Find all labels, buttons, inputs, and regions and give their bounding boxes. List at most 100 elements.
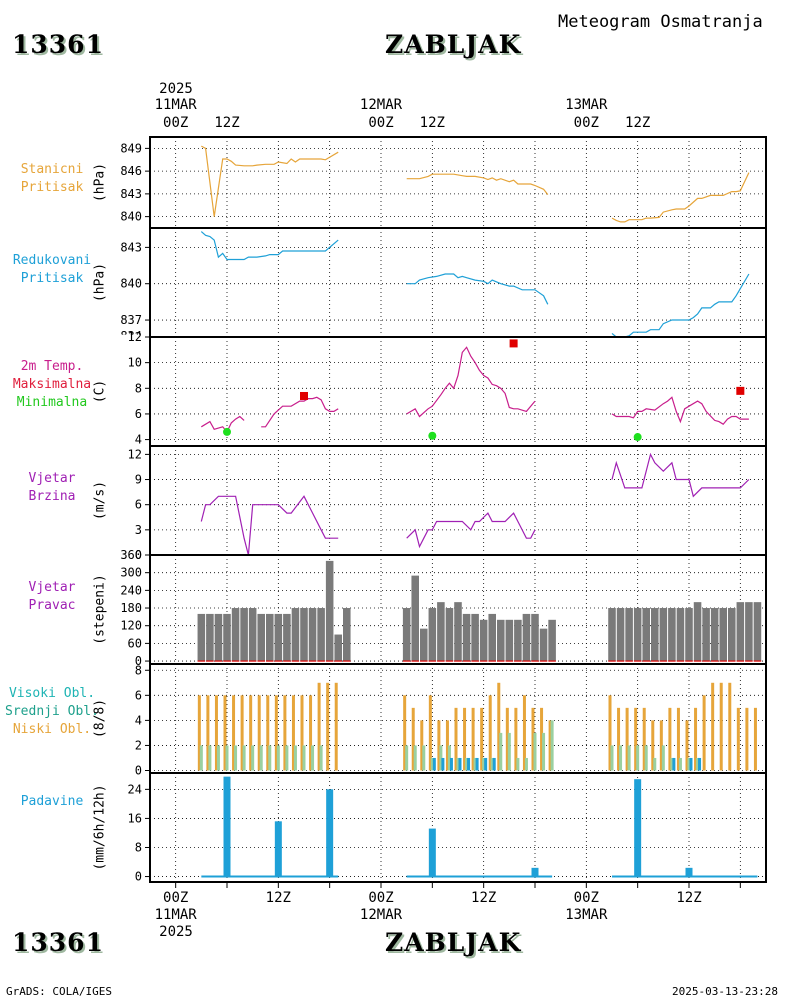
wind-direction-bar xyxy=(642,608,650,662)
cloud-bar xyxy=(276,745,280,771)
y-tick-label: 840 xyxy=(120,210,142,224)
cloud-bar xyxy=(471,707,475,771)
cloud-bar xyxy=(672,757,676,771)
cloud-bar xyxy=(531,707,535,771)
panel-frame-station-pressure xyxy=(149,136,767,229)
panel-label-temperature: 2m Temp. xyxy=(21,359,84,374)
y-tick-label: 8 xyxy=(135,840,142,854)
cloud-bar xyxy=(642,707,646,771)
cloud-bar xyxy=(550,720,554,771)
cloud-bar xyxy=(437,720,441,771)
cloud-bar xyxy=(403,695,407,771)
wind-direction-bar xyxy=(317,608,325,662)
cloud-bar xyxy=(405,745,409,771)
cloud-bar xyxy=(499,732,503,771)
cloud-bar xyxy=(661,745,665,771)
y-tick-label: 9 xyxy=(135,473,142,487)
cloud-bar xyxy=(698,757,702,771)
wind-direction-bar xyxy=(685,608,693,662)
cloud-bar xyxy=(465,757,469,771)
cloud-bar xyxy=(291,695,295,771)
cloud-bar xyxy=(634,707,638,771)
cloud-bar xyxy=(197,695,201,771)
wind-direction-bar xyxy=(625,608,633,662)
cloud-bar xyxy=(216,745,220,771)
cloud-bar xyxy=(745,707,749,771)
cloud-bar xyxy=(454,707,458,771)
cloud-bar xyxy=(687,757,691,771)
cloud-bar xyxy=(505,707,509,771)
wind-direction-bar xyxy=(462,613,471,662)
station-name-top: ZABLJAK xyxy=(385,30,522,59)
cloud-bar xyxy=(214,695,218,771)
unit-label-wind-direction: (stepeni) xyxy=(93,574,108,644)
wind-direction-bar xyxy=(651,608,659,662)
y-tick-label: 8 xyxy=(135,381,142,395)
hour-label-bottom: 12Z xyxy=(471,890,496,906)
station-name-bottom: ZABLJAK xyxy=(385,928,522,957)
precip-bar xyxy=(531,867,539,877)
cloud-bar xyxy=(447,745,451,771)
wind-direction-bar xyxy=(411,575,419,662)
cloud-bar xyxy=(302,745,306,771)
cloud-bar xyxy=(702,695,706,771)
wind-direction-bar xyxy=(437,602,445,662)
y-tick-label: 360 xyxy=(120,548,142,562)
cloud-bar xyxy=(644,745,648,771)
series-line-station-pressure xyxy=(201,145,750,223)
y-tick-label: 2 xyxy=(135,738,142,752)
wind-direction-bar xyxy=(736,602,745,662)
wind-direction-bar xyxy=(343,608,351,662)
cloud-bar xyxy=(736,707,740,771)
wind-direction-bar xyxy=(334,634,342,662)
cloud-bar xyxy=(208,745,212,771)
cloud-bar xyxy=(668,707,672,771)
panel-frame-temperature xyxy=(149,336,767,447)
hour-label-bottom: 00Z xyxy=(163,890,188,906)
cloud-bar xyxy=(257,695,261,771)
wind-direction-bar xyxy=(753,602,762,662)
panel-label-cloud-cover: Niski Obl. xyxy=(13,722,91,737)
date-label-bottom: 12MAR xyxy=(360,907,403,923)
cloud-bar xyxy=(685,720,689,771)
cloud-bar xyxy=(285,745,289,771)
y-tick-label: 837 xyxy=(120,313,142,327)
hour-label-top: 12Z xyxy=(625,115,650,131)
cloud-bar xyxy=(242,745,246,771)
cloud-bar xyxy=(627,745,631,771)
cloud-bar xyxy=(524,757,528,771)
panel-label-station-pressure: Stanicni xyxy=(21,162,84,177)
cloud-bar xyxy=(274,695,278,771)
wind-direction-bar xyxy=(531,613,539,662)
precip-bar xyxy=(685,867,693,877)
wind-direction-bar xyxy=(231,608,240,662)
cloud-bar xyxy=(249,695,253,771)
max-temp-marker xyxy=(736,386,745,395)
series-line-temperature xyxy=(200,346,749,433)
y-tick-label: 843 xyxy=(120,187,142,201)
timestamp-text: 2025-03-13-23:28 xyxy=(672,985,778,998)
y-tick-label: 180 xyxy=(120,601,142,615)
panel-label-reduced-pressure: Pritisak xyxy=(21,271,84,286)
cloud-bar xyxy=(540,707,544,771)
panel-frame-reduced-pressure xyxy=(149,227,767,338)
wind-direction-bar xyxy=(659,608,668,662)
y-tick-label: 0 xyxy=(135,870,142,884)
credit-text: GrADS: COLA/IGES xyxy=(6,985,112,998)
y-tick-label: 12 xyxy=(128,447,142,461)
wind-direction-bar xyxy=(745,602,753,662)
cloud-bar xyxy=(232,695,236,771)
wind-direction-bar xyxy=(308,608,317,662)
cloud-bar xyxy=(420,720,424,771)
cloud-bar xyxy=(432,757,436,771)
y-tick-label: 120 xyxy=(120,619,142,633)
cloud-bar xyxy=(514,707,518,771)
cloud-bar xyxy=(449,757,453,771)
product-title: Meteogram Osmatranja xyxy=(558,12,763,32)
y-tick-label: 60 xyxy=(128,636,142,650)
panel-label-cloud-cover: Srednji Obl. xyxy=(5,704,99,719)
unit-label-temperature: (C) xyxy=(93,380,108,403)
wind-direction-bar xyxy=(257,613,265,662)
cloud-bar xyxy=(719,682,723,771)
